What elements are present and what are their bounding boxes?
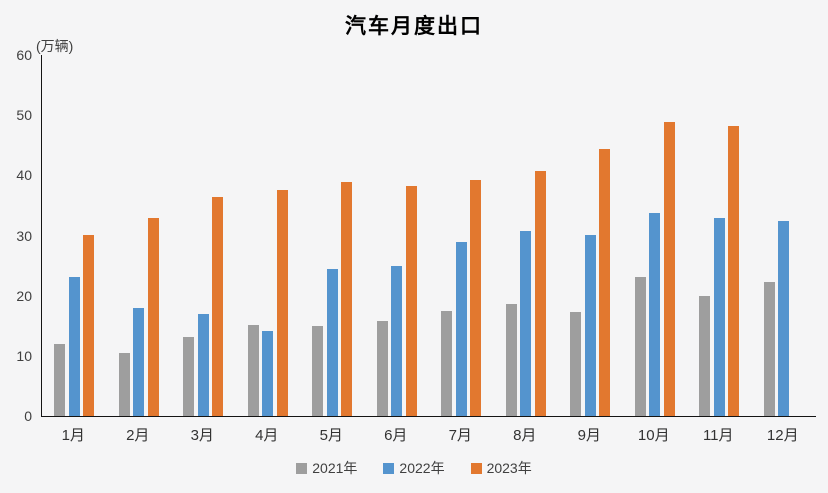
bar-2021年-12月	[763, 282, 775, 416]
bar-2022年-10月	[649, 213, 661, 416]
x-tick-label: 7月	[448, 427, 472, 444]
bar-2022年-8月	[520, 230, 532, 416]
bar-2022年-7月	[455, 242, 467, 416]
legend-item-2023年: 2023年	[470, 458, 532, 478]
bar-2021年-11月	[699, 296, 711, 416]
bar-2022年-5月	[326, 268, 338, 416]
bar-2022年-9月	[584, 234, 596, 416]
y-axis-unit-label: (万辆)	[36, 38, 74, 54]
bar-2023年-8月	[534, 170, 546, 416]
bar-2021年-1月	[54, 344, 66, 416]
bar-2021年-3月	[183, 336, 195, 416]
x-tick-label: 8月	[513, 427, 537, 444]
bar-2023年-3月	[212, 197, 224, 416]
y-tick-label: 0	[24, 408, 32, 424]
bar-2023年-4月	[276, 189, 288, 416]
bar-2021年-4月	[247, 325, 259, 416]
bar-2021年-7月	[441, 311, 453, 416]
y-tick-label: 40	[16, 167, 32, 184]
legend-swatch-icon	[296, 462, 308, 474]
bar-2021年-6月	[376, 320, 388, 416]
x-tick-label: 3月	[190, 427, 214, 444]
bar-2022年-3月	[197, 313, 209, 416]
bar-2023年-2月	[147, 218, 159, 416]
y-tick-label: 50	[16, 107, 32, 124]
bar-2022年-11月	[713, 218, 725, 416]
bar-2021年-8月	[505, 303, 517, 416]
y-tick-label: 60	[16, 47, 32, 63]
bar-2021年-9月	[570, 311, 582, 416]
legend-item-2021年: 2021年	[296, 458, 357, 478]
bar-2022年-1月	[68, 277, 80, 416]
bar-2022年-12月	[778, 221, 790, 416]
bar-2023年-9月	[599, 148, 611, 416]
bar-2023年-10月	[663, 122, 675, 416]
bar-2022年-4月	[262, 331, 274, 416]
legend-label: 2023年	[486, 460, 532, 476]
legend-label: 2021年	[312, 460, 358, 476]
legend-swatch-icon	[470, 462, 482, 474]
legend: 2021年 2022年 2023年	[0, 458, 828, 478]
legend-swatch-icon	[383, 462, 395, 474]
legend-label: 2022年	[399, 460, 445, 476]
bar-2022年-6月	[391, 266, 403, 416]
legend-item-2022年: 2022年	[383, 458, 445, 478]
bar-2022年-2月	[133, 307, 145, 416]
plot-area	[41, 55, 816, 417]
bar-2023年-6月	[405, 186, 417, 416]
bar-2023年-7月	[470, 180, 482, 416]
x-tick-label: 12月	[766, 427, 799, 444]
bar-2023年-11月	[728, 126, 740, 416]
x-tick-label: 11月	[702, 427, 734, 444]
bar-2023年-5月	[341, 181, 353, 416]
bar-2023年-1月	[83, 234, 95, 416]
x-tick-label: 1月	[61, 427, 85, 444]
chart-title: 汽车月度出口	[345, 13, 483, 38]
x-tick-label: 2月	[126, 427, 150, 444]
y-tick-label: 10	[16, 347, 32, 364]
bar-2021年-5月	[312, 325, 324, 416]
y-tick-label: 30	[16, 227, 32, 244]
bar-2021年-10月	[634, 277, 646, 416]
x-tick-label: 6月	[384, 427, 408, 444]
bar-2021年-2月	[118, 352, 130, 416]
x-tick-label: 4月	[255, 427, 279, 444]
x-tick-label: 10月	[637, 427, 670, 444]
y-tick-label: 20	[16, 287, 32, 304]
x-tick-label: 5月	[319, 427, 343, 444]
x-tick-label: 9月	[577, 427, 601, 444]
